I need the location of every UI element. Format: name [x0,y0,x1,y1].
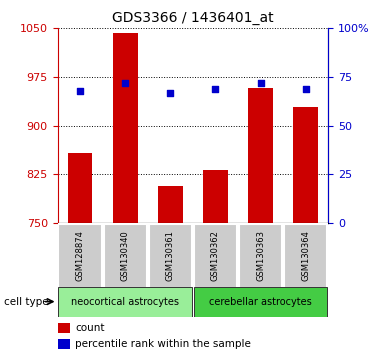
Text: cerebellar astrocytes: cerebellar astrocytes [209,297,312,307]
Point [77,88,83,93]
Bar [293,108,318,223]
Text: GSM128874: GSM128874 [76,230,85,281]
Text: neocortical astrocytes: neocortical astrocytes [71,297,179,307]
Bar [158,186,183,223]
Text: GSM130361: GSM130361 [166,230,175,281]
FancyBboxPatch shape [58,287,192,317]
Point [122,80,128,86]
FancyBboxPatch shape [149,224,192,288]
Text: GSM130362: GSM130362 [211,230,220,281]
Bar [58,324,70,333]
FancyBboxPatch shape [104,224,147,288]
Text: GSM130340: GSM130340 [121,230,130,281]
Text: percentile rank within the sample: percentile rank within the sample [75,339,251,349]
Point [303,86,309,92]
FancyBboxPatch shape [58,224,102,288]
Bar [58,339,70,349]
Bar [203,170,228,223]
Text: count: count [75,323,105,333]
Point [167,90,173,96]
Bar [113,33,138,223]
Point [257,80,263,86]
Text: cell type: cell type [4,297,48,307]
FancyBboxPatch shape [194,287,328,317]
Bar [248,88,273,223]
Point [213,86,219,92]
FancyBboxPatch shape [284,224,328,288]
FancyBboxPatch shape [194,224,237,288]
Text: GSM130363: GSM130363 [256,230,265,281]
Title: GDS3366 / 1436401_at: GDS3366 / 1436401_at [112,11,274,24]
Bar [68,153,92,223]
FancyBboxPatch shape [239,224,282,288]
Text: GSM130364: GSM130364 [301,230,310,281]
